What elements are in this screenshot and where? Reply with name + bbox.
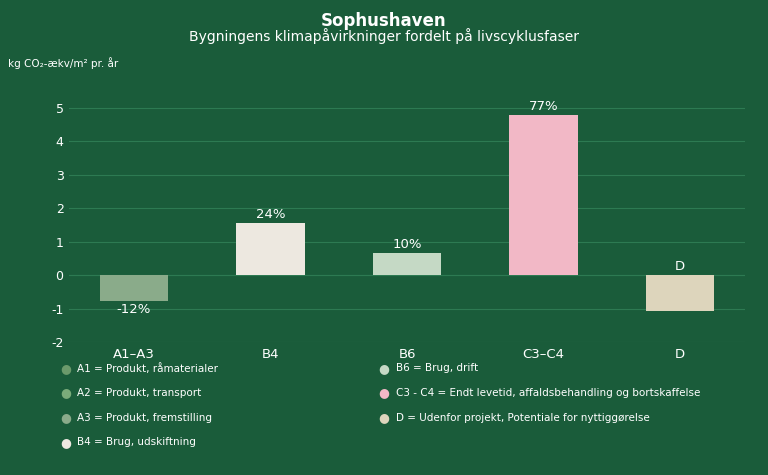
Text: Bygningens klimapåvirkninger fordelt på livscyklusfaser: Bygningens klimapåvirkninger fordelt på … <box>189 28 579 45</box>
Text: ●: ● <box>60 411 71 424</box>
Text: ●: ● <box>60 361 71 375</box>
Text: D = Udenfor projekt, Potentiale for nyttiggørelse: D = Udenfor projekt, Potentiale for nytt… <box>396 412 649 423</box>
Text: Sophushaven: Sophushaven <box>321 12 447 30</box>
Bar <box>237 223 305 275</box>
Text: A1 = Produkt, råmaterialer: A1 = Produkt, råmaterialer <box>77 363 218 373</box>
Bar <box>646 275 714 311</box>
Text: B6 = Brug, drift: B6 = Brug, drift <box>396 363 478 373</box>
Text: ●: ● <box>379 386 389 399</box>
Text: ●: ● <box>379 361 389 375</box>
Text: 77%: 77% <box>528 100 558 113</box>
Text: 24%: 24% <box>256 208 285 221</box>
Text: -12%: -12% <box>117 304 151 316</box>
Bar <box>509 115 578 275</box>
Text: kg CO₂-ækv/m² pr. år: kg CO₂-ækv/m² pr. år <box>8 57 118 69</box>
Text: ●: ● <box>379 411 389 424</box>
Text: ●: ● <box>60 386 71 399</box>
Text: ●: ● <box>60 436 71 449</box>
Text: C3 - C4 = Endt levetid, affaldsbehandling og bortskaffelse: C3 - C4 = Endt levetid, affaldsbehandlin… <box>396 388 700 398</box>
Text: 10%: 10% <box>392 238 422 251</box>
Text: A2 = Produkt, transport: A2 = Produkt, transport <box>77 388 201 398</box>
Bar <box>100 275 168 301</box>
Bar <box>373 253 441 275</box>
Text: A3 = Produkt, fremstilling: A3 = Produkt, fremstilling <box>77 412 212 423</box>
Text: B4 = Brug, udskiftning: B4 = Brug, udskiftning <box>77 437 196 447</box>
Text: D: D <box>675 260 685 273</box>
